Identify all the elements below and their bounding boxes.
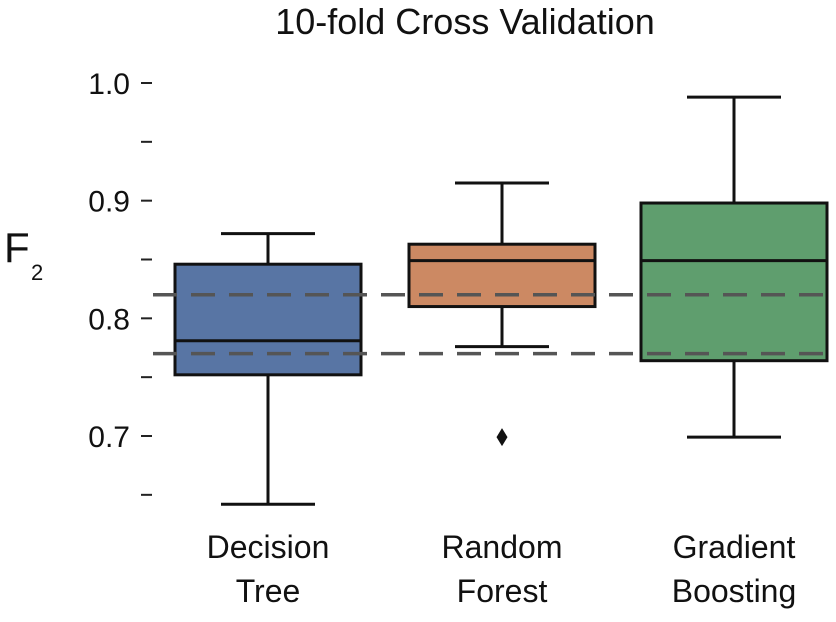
y-axis-label: F	[4, 224, 30, 271]
box-iqr	[639, 201, 829, 363]
y-axis-label-subscript: 2	[31, 260, 43, 285]
y-tick-label: 0.9	[88, 186, 130, 219]
y-tick-label: 1.0	[88, 68, 130, 101]
box-2	[407, 181, 597, 447]
x-tick-label: Boosting	[672, 573, 797, 609]
y-tick-label: 0.8	[88, 303, 130, 336]
box-1	[173, 232, 363, 506]
y-tick-label: 0.7	[88, 421, 130, 454]
x-axis-labels: Decision Tree Random Forest Gradient Boosting	[207, 529, 797, 609]
x-tick-label: Random	[442, 529, 563, 565]
chart-title: 10-fold Cross Validation	[275, 1, 655, 42]
x-tick-label: Tree	[236, 573, 301, 609]
box-3	[639, 95, 829, 439]
y-axis: 0.7 0.8 0.9 1.0	[88, 68, 152, 496]
x-tick-label: Gradient	[673, 529, 796, 565]
box-iqr	[407, 242, 597, 309]
boxes-group	[173, 95, 829, 506]
outlier-point	[496, 428, 508, 447]
x-tick-label: Decision	[207, 529, 330, 565]
box-iqr	[173, 262, 363, 377]
x-tick-label: Forest	[457, 573, 548, 609]
